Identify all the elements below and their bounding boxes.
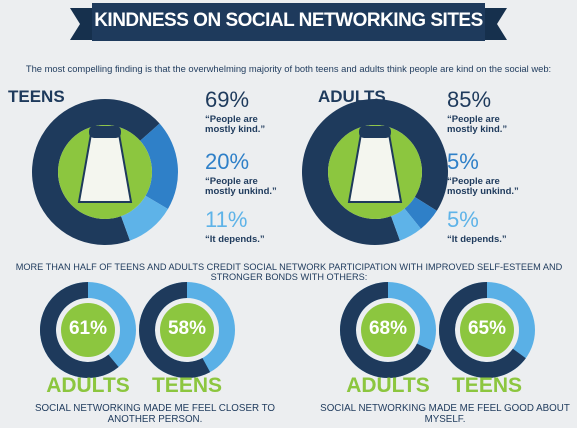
chart-title: TEENS <box>8 87 65 106</box>
chart-title: TEENS <box>451 374 522 397</box>
donut-segment <box>302 99 448 245</box>
title: KINDNESS ON SOCIAL NETWORKING SITES <box>94 10 483 31</box>
chart-title: ADULTS <box>46 374 130 397</box>
category-label: “People are mostly kind.” <box>205 114 266 136</box>
value-label: 65% <box>467 318 507 339</box>
value-label: 85% <box>447 87 492 112</box>
center <box>160 303 214 357</box>
center <box>460 303 514 357</box>
value-label: 20% <box>205 149 250 174</box>
center <box>361 303 415 357</box>
value-label: 61% <box>68 318 108 339</box>
hair <box>359 126 391 138</box>
caption: SOCIAL NETWORKING MADE ME FEEL CLOSER TO… <box>34 403 276 425</box>
gauge-segment <box>340 282 432 378</box>
banner <box>92 3 485 41</box>
category-label: “People are mostly unkind.” <box>205 176 277 198</box>
donut-segment <box>140 123 178 209</box>
donut-segment <box>32 99 160 246</box>
donut-segment <box>391 208 421 241</box>
category-label: “People are mostly kind.” <box>447 114 508 136</box>
value-label: 68% <box>368 318 408 339</box>
donut-segment <box>404 196 437 229</box>
center <box>61 303 115 357</box>
hair <box>89 126 121 138</box>
caption: SOCIAL NETWORKING MADE ME FEEL GOOD ABOU… <box>320 403 570 425</box>
section-heading: MORE THAN HALF OF TEENS AND ADULTS CREDI… <box>15 262 563 283</box>
gauge-segment <box>439 282 526 378</box>
donut-segment <box>121 195 168 241</box>
value-label: 58% <box>167 318 207 339</box>
value-label: 11% <box>205 207 248 232</box>
value-label: 5% <box>447 207 479 232</box>
category-label: “It depends.” <box>205 234 265 245</box>
chart-title: ADULTS <box>346 374 430 397</box>
chart-title: ADULTS <box>318 87 386 106</box>
category-label: “People are mostly unkind.” <box>447 176 519 198</box>
gauge-segment <box>139 282 211 378</box>
gauge-segment <box>40 282 119 378</box>
value-label: 69% <box>205 87 250 112</box>
intro: The most compelling finding is that the … <box>25 63 552 74</box>
value-label: 5% <box>447 149 479 174</box>
category-label: “It depends.” <box>447 234 507 245</box>
chart-title: TEENS <box>151 374 222 397</box>
